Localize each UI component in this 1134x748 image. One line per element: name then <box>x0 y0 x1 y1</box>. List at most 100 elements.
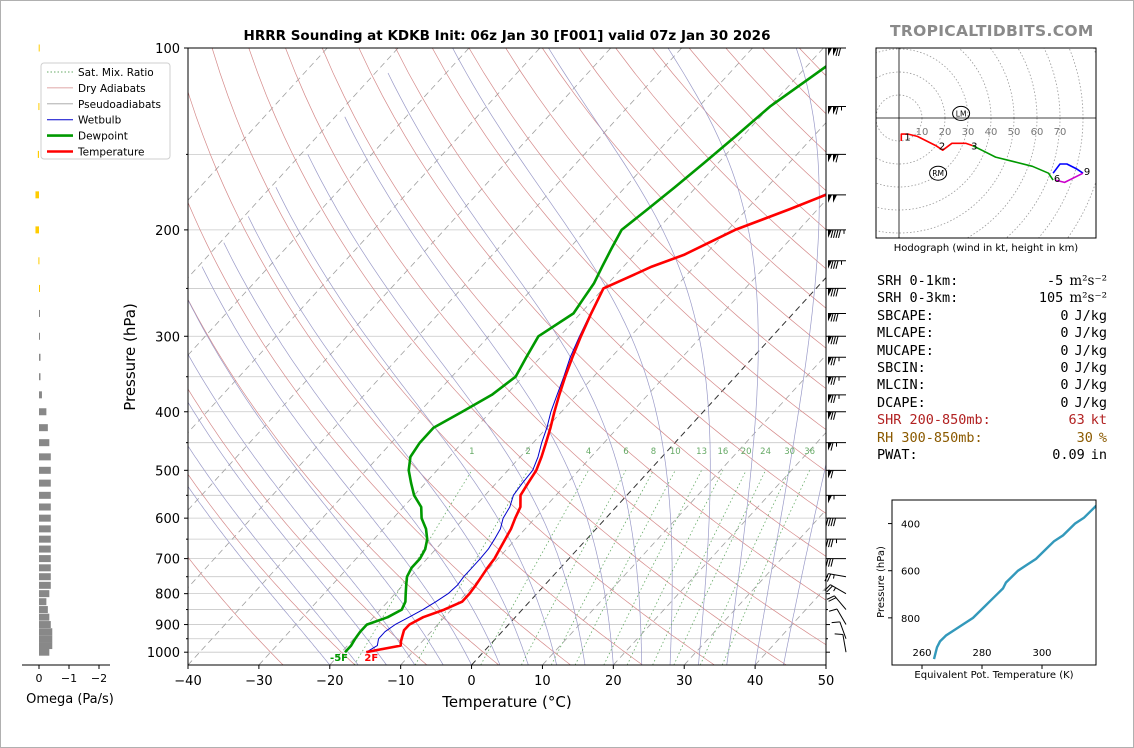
wind-barb <box>826 595 847 610</box>
dry-adiabat <box>248 48 787 665</box>
surface-dewpoint-label: -5F <box>330 653 348 664</box>
param-value: 0 <box>1060 325 1069 342</box>
wind-barb <box>828 411 846 420</box>
param-value: 63 <box>1068 412 1085 429</box>
wind-barb-full <box>835 288 839 297</box>
dry-adiabat <box>505 48 826 390</box>
wind-barb-flag <box>828 336 832 345</box>
omega-bar <box>39 439 50 447</box>
param-label: PWAT: <box>877 447 918 464</box>
wind-barb <box>828 229 846 239</box>
dry-adiabat <box>431 48 826 472</box>
hodograph-height-label: 1 <box>904 132 910 143</box>
moist-adiabat <box>452 48 673 665</box>
omega-bar <box>39 514 51 522</box>
y-tick-label: 400 <box>155 406 180 421</box>
wind-barb-full <box>833 336 836 345</box>
hodograph-height-label: 9 <box>1084 167 1090 178</box>
wind-barb <box>831 621 847 639</box>
wind-barb-full <box>824 573 829 582</box>
dry-adiabat <box>188 556 284 665</box>
param-label: SHR 200-850mb: <box>877 412 991 429</box>
mixing-ratio-line <box>480 470 589 665</box>
dry-adiabat <box>468 48 826 431</box>
omega-bar <box>39 598 47 606</box>
wind-barb-full <box>828 539 831 548</box>
wind-barb <box>825 558 846 567</box>
param-unit: kt <box>1090 412 1107 429</box>
x-tick-label: −40 <box>174 674 201 689</box>
omega-bar <box>38 103 40 111</box>
chart-title: HRRR Sounding at KDKB Init: 06z Jan 30 [… <box>244 28 771 44</box>
wind-barb <box>828 335 846 345</box>
y-tick-label: 900 <box>155 619 180 634</box>
wind-barb-full <box>834 633 843 635</box>
param-unit: J/kg <box>1074 394 1107 411</box>
wind-barb <box>834 633 847 653</box>
y-tick-label: 200 <box>155 224 180 239</box>
param-label: MLCAPE: <box>877 325 934 342</box>
param-row: MLCAPE: 0 J/kg <box>877 325 1107 342</box>
param-value: 0 <box>1060 377 1069 394</box>
legend-label: Dewpoint <box>78 131 128 143</box>
wind-barb-full <box>833 229 836 239</box>
hodograph-height-label: 2 <box>939 142 945 153</box>
hodograph-ring-label: 50 <box>1008 127 1021 138</box>
wind-barb-full <box>833 260 836 269</box>
wind-barb-full <box>830 260 834 269</box>
omega-bar <box>39 466 51 474</box>
hodograph-trace <box>900 133 973 151</box>
omega-bar <box>39 564 51 572</box>
omega-panel: 0 −1 −2 Omega (Pa/s) <box>22 44 114 707</box>
mixing-ratio-line <box>721 470 811 665</box>
eqpt-y-axis-label: Pressure (hPa) <box>876 546 887 618</box>
wind-barb-full <box>825 558 829 567</box>
param-unit: J/kg <box>1074 325 1107 342</box>
moist-adiabat <box>188 445 359 665</box>
omega-bar <box>39 424 48 432</box>
omega-bar <box>39 491 51 499</box>
wind-barb-full <box>830 558 834 567</box>
omega-bar <box>39 621 51 629</box>
surface-temperature-label: 2F <box>364 653 378 664</box>
wind-barb-flag <box>828 260 832 269</box>
hodograph-ring-label: 70 <box>1054 127 1067 138</box>
legend-label: Sat. Mix. Ratio <box>78 67 154 79</box>
x-tick-label: 0 <box>467 674 475 689</box>
storm-motion-marker <box>952 105 971 121</box>
wind-barb-flag <box>828 48 832 56</box>
mixing-ratio-label: 4 <box>586 447 591 457</box>
isotherm-line <box>188 48 682 589</box>
omega-bar <box>39 373 41 381</box>
wind-barb-half <box>833 587 837 592</box>
x-tick-label: −30 <box>245 674 272 689</box>
moist-adiabat <box>188 485 331 665</box>
wind-barb-staff <box>834 595 847 610</box>
y-axis-label: Pressure (hPa) <box>121 303 139 411</box>
wind-barb-full <box>830 394 834 403</box>
omega-bar <box>39 391 42 399</box>
wind-barb-full <box>835 47 839 57</box>
param-row: SHR 200-850mb: 63 kt <box>877 412 1107 429</box>
wind-barb-full <box>835 106 839 115</box>
param-row: DCAPE: 0 J/kg <box>877 395 1107 412</box>
param-row: SRH 0-3km: 105 m²s⁻² <box>877 290 1107 307</box>
omega-bar <box>35 191 39 199</box>
mixing-ratio-line <box>603 470 702 665</box>
moist-adiabat <box>201 266 472 665</box>
eqpt-y-tick-label: 600 <box>901 567 920 578</box>
wind-barb <box>828 260 846 269</box>
y-tick-label: 1000 <box>147 646 180 661</box>
param-label: SRH 0-3km: <box>877 290 959 307</box>
wind-barb <box>828 442 846 451</box>
wind-barb-full <box>830 229 834 239</box>
param-unit: in <box>1090 447 1107 464</box>
dry-adiabat <box>578 48 826 309</box>
hodograph-panel: 10 20 30 40 50 60 70 1 2 3 6 9 LM RM Hodograph (wind i… <box>875 47 1097 254</box>
param-value: 0 <box>1060 342 1069 359</box>
wind-barb-flag <box>828 394 832 403</box>
moist-adiabat <box>667 48 759 665</box>
wind-barb-full <box>830 470 834 479</box>
wind-barb-staff <box>839 621 847 639</box>
